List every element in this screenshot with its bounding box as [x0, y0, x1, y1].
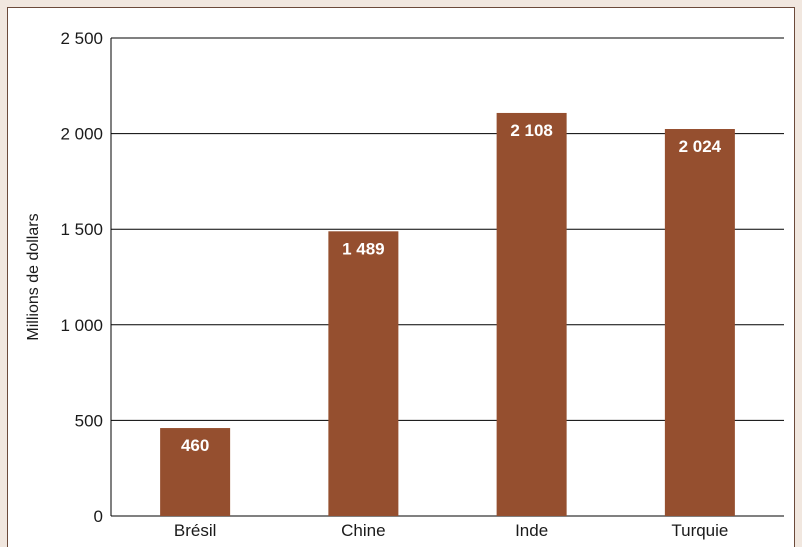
bar	[160, 428, 231, 516]
y-tick-label: 500	[75, 411, 103, 430]
bars: 460 1 489 2 108 2 024	[160, 112, 735, 516]
data-label: 460	[181, 436, 209, 455]
x-category-label: Brésil	[174, 521, 217, 540]
y-tick-label: 1 500	[60, 220, 103, 239]
y-tick-label: 0	[94, 507, 103, 526]
bar	[496, 112, 567, 516]
y-axis-ticks: 0 500 1 000 1 500 2 000 2 500	[60, 29, 103, 526]
y-tick-label: 2 500	[60, 29, 103, 48]
data-label: 1 489	[342, 239, 385, 258]
chart-frame	[7, 7, 795, 547]
data-label: 2 108	[510, 121, 553, 140]
bar	[328, 231, 399, 516]
x-category-label: Turquie	[671, 521, 728, 540]
bar	[664, 129, 735, 516]
y-axis-label: Millions de dollars	[25, 213, 42, 340]
data-label: 2 024	[679, 137, 722, 156]
y-tick-label: 2 000	[60, 125, 103, 144]
y-tick-label: 1 000	[60, 316, 103, 335]
x-axis-categories: Brésil Chine Inde Turquie	[174, 521, 729, 540]
x-category-label: Inde	[515, 521, 548, 540]
x-category-label: Chine	[341, 521, 385, 540]
